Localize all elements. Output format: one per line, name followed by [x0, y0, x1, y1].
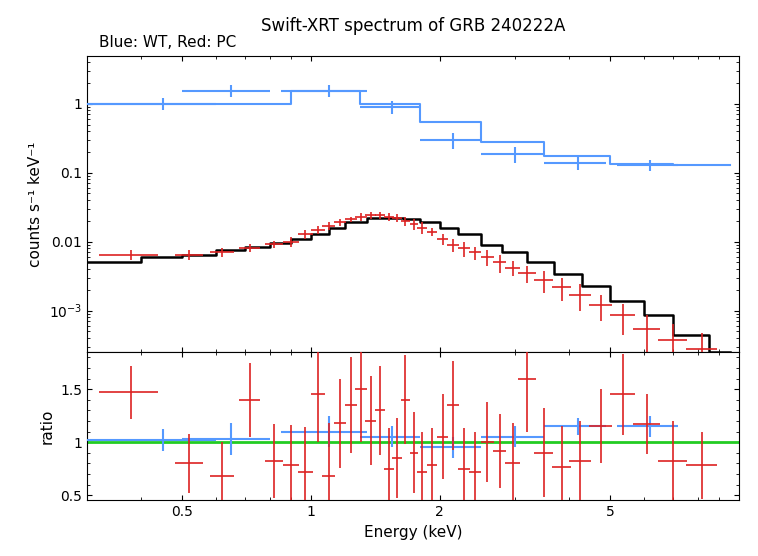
- Y-axis label: ratio: ratio: [39, 409, 55, 444]
- Y-axis label: counts s⁻¹ keV⁻¹: counts s⁻¹ keV⁻¹: [29, 141, 43, 266]
- Text: Blue: WT, Red: PC: Blue: WT, Red: PC: [99, 35, 236, 50]
- Text: Swift-XRT spectrum of GRB 240222A: Swift-XRT spectrum of GRB 240222A: [261, 17, 565, 34]
- X-axis label: Energy (keV): Energy (keV): [364, 525, 462, 540]
